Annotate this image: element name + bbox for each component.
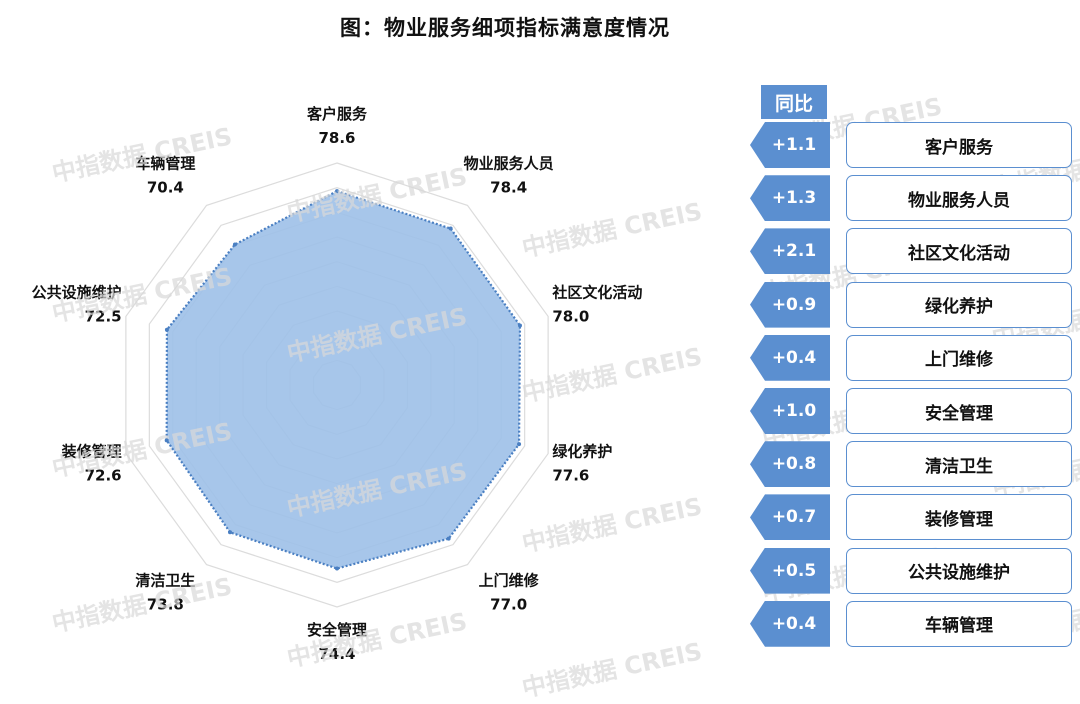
yoy-delta-badge: +0.9	[750, 281, 830, 328]
yoy-row: +1.1 客户服务	[750, 122, 1080, 168]
data-point-5	[446, 536, 451, 541]
yoy-delta-badge: +1.1	[750, 122, 830, 168]
axis-label-4: 绿化养护	[552, 443, 612, 461]
yoy-item-label: 公共设施维护	[846, 547, 1072, 594]
data-area	[165, 189, 522, 570]
yoy-item-label: 清洁卫生	[846, 441, 1072, 488]
yoy-item-label: 物业服务人员	[846, 175, 1072, 222]
axis-label-1: 客户服务	[306, 105, 368, 123]
data-label-3: 78.0	[552, 307, 589, 325]
axis-label-5: 上门维修	[479, 572, 540, 590]
axis-label-3: 社区文化活动	[551, 283, 642, 301]
axis-label-9: 公共设施维护	[32, 283, 122, 301]
yoy-item-label: 绿化养护	[846, 281, 1072, 328]
yoy-delta-badge: +0.8	[750, 441, 830, 488]
yoy-delta-badge: +1.0	[750, 388, 830, 434]
axis-label-2: 物业服务人员	[464, 154, 554, 172]
axis-label-8: 装修管理	[61, 443, 122, 461]
yoy-delta-badge: +1.3	[750, 175, 830, 222]
yoy-row: +0.8 清洁卫生	[750, 441, 1080, 488]
data-label-1: 78.6	[318, 129, 355, 147]
radar-chart: 客户服务 78.6 物业服务人员 78.4 社区文化活动 78.0 绿化养护 77.6 上门维修…	[32, 105, 643, 663]
yoy-item-label: 车辆管理	[846, 600, 1072, 647]
data-label-4: 77.6	[552, 467, 589, 485]
yoy-row: +0.4 车辆管理	[750, 600, 1080, 647]
grid-ring	[125, 162, 549, 608]
data-point-3	[517, 323, 522, 328]
yoy-delta-badge: +2.1	[750, 228, 830, 275]
yoy-row: +0.7 装修管理	[750, 494, 1080, 541]
data-label-10: 70.4	[147, 178, 184, 196]
data-point-10	[232, 242, 237, 247]
data-label-6: 74.4	[318, 645, 355, 663]
yoy-row: +0.9 绿化养护	[750, 281, 1080, 328]
data-point-2	[448, 226, 453, 231]
data-point-9	[164, 327, 169, 332]
axis-label-7: 清洁卫生	[135, 572, 195, 590]
data-point-1	[335, 189, 339, 194]
yoy-delta-badge: +0.5	[750, 547, 830, 594]
yoy-row: +0.4 上门维修	[750, 334, 1080, 381]
yoy-row: +1.0 安全管理	[750, 388, 1080, 434]
yoy-delta-badge: +0.7	[750, 494, 830, 541]
data-label-5: 77.0	[490, 596, 527, 614]
yoy-row: +1.3 物业服务人员	[750, 175, 1080, 222]
yoy-item-label: 装修管理	[846, 494, 1072, 541]
data-point-4	[517, 442, 522, 447]
grid-ring	[148, 187, 526, 583]
data-label-9: 72.5	[85, 307, 122, 325]
data-point-8	[164, 438, 169, 443]
chart-title: 图：物业服务细项指标满意度情况	[340, 16, 670, 40]
yoy-item-label: 安全管理	[846, 388, 1072, 434]
axis-label-6: 安全管理	[307, 621, 367, 639]
yoy-delta-badge: +0.4	[750, 334, 830, 381]
data-label-8: 72.6	[85, 467, 122, 485]
data-label-7: 73.8	[147, 596, 184, 614]
data-point-6	[335, 566, 339, 571]
yoy-item-label: 客户服务	[846, 122, 1072, 168]
data-point-7	[227, 530, 232, 535]
yoy-row: +2.1 社区文化活动	[750, 228, 1080, 275]
axis-label-10: 车辆管理	[135, 154, 195, 172]
data-label-2: 78.4	[490, 178, 527, 196]
yoy-delta-badge: +0.4	[750, 600, 830, 647]
yoy-item-label: 社区文化活动	[846, 228, 1072, 275]
yoy-row: +0.5 公共设施维护	[750, 547, 1080, 594]
yoy-item-label: 上门维修	[846, 334, 1072, 381]
yoy-header: 同比	[761, 85, 827, 119]
